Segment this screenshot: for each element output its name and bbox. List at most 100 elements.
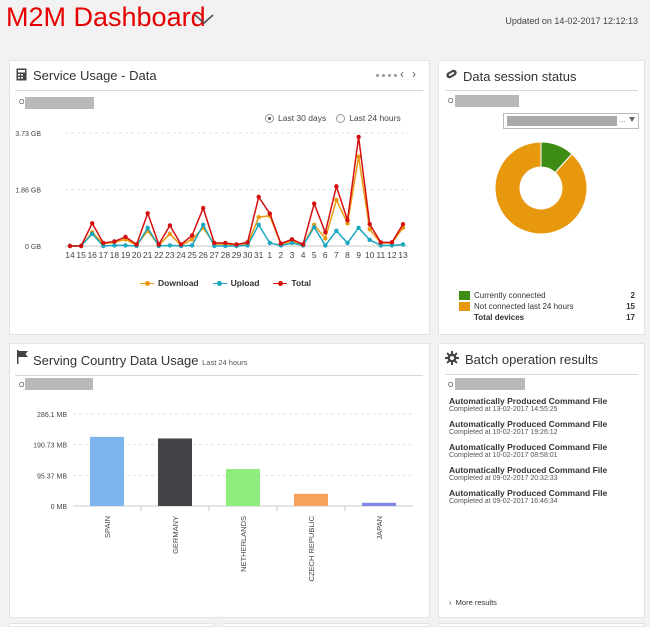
data-point-total[interactable] bbox=[223, 240, 228, 246]
data-point-upload[interactable] bbox=[212, 243, 217, 249]
chevron-right-icon: › bbox=[449, 598, 452, 607]
data-point-upload[interactable] bbox=[256, 222, 261, 227]
data-point-download[interactable] bbox=[256, 215, 261, 220]
data-point-total[interactable] bbox=[145, 211, 150, 216]
data-point-upload[interactable] bbox=[356, 225, 361, 231]
data-point-total[interactable] bbox=[356, 134, 361, 140]
data-point-upload[interactable] bbox=[223, 243, 228, 249]
legend-currently-connected[interactable]: Currently connected 2 bbox=[459, 290, 635, 301]
data-point-total[interactable] bbox=[278, 241, 284, 246]
pagination-dots[interactable] bbox=[376, 74, 397, 77]
list-item[interactable]: Automatically Produced Command File Comp… bbox=[449, 396, 608, 413]
data-point-upload[interactable] bbox=[378, 243, 383, 248]
x-tick-label: 27 bbox=[210, 250, 220, 260]
next-arrow-icon[interactable]: › bbox=[412, 67, 416, 81]
data-point-total[interactable] bbox=[289, 237, 295, 242]
data-point-total[interactable] bbox=[156, 242, 161, 247]
data-point-total[interactable] bbox=[212, 240, 217, 246]
data-point-upload[interactable] bbox=[400, 242, 406, 247]
data-point-upload[interactable] bbox=[90, 231, 95, 237]
data-session-legend: Currently connected 2 Not connected last… bbox=[459, 290, 635, 323]
data-point-total[interactable] bbox=[334, 184, 339, 189]
data-point-upload[interactable] bbox=[189, 243, 195, 248]
chevron-down-icon[interactable] bbox=[192, 6, 216, 30]
data-point-upload[interactable] bbox=[101, 243, 106, 249]
x-tick-label: 21 bbox=[143, 250, 153, 260]
data-point-total[interactable] bbox=[234, 242, 239, 247]
data-point-upload[interactable] bbox=[367, 237, 372, 243]
bar-czech-republic[interactable] bbox=[294, 493, 328, 506]
data-point-download[interactable] bbox=[356, 154, 361, 159]
legend-not-connected[interactable]: Not connected last 24 hours 15 bbox=[459, 301, 635, 312]
device-group-select[interactable]: ... bbox=[503, 113, 639, 129]
list-item[interactable]: Automatically Produced Command File Comp… bbox=[449, 442, 608, 459]
data-point-total[interactable] bbox=[67, 243, 73, 249]
bar-japan[interactable] bbox=[362, 502, 396, 506]
data-point-total[interactable] bbox=[78, 243, 84, 249]
data-point-upload[interactable] bbox=[167, 243, 173, 248]
data-point-total[interactable] bbox=[178, 242, 184, 247]
bar-spain[interactable] bbox=[90, 436, 124, 506]
radio-last-24-hours[interactable] bbox=[336, 113, 346, 123]
bar-netherlands[interactable] bbox=[226, 469, 260, 506]
x-tick-label: 25 bbox=[187, 250, 197, 260]
data-point-total[interactable] bbox=[378, 240, 383, 245]
data-point-total[interactable] bbox=[90, 221, 95, 226]
data-point-upload[interactable] bbox=[245, 243, 250, 248]
donut-slice[interactable] bbox=[494, 141, 588, 235]
data-point-download[interactable] bbox=[323, 236, 328, 241]
radio-last-30-days[interactable] bbox=[265, 113, 274, 123]
data-point-total[interactable] bbox=[367, 221, 372, 227]
data-point-total[interactable] bbox=[400, 221, 406, 227]
more-results-link[interactable]: › More results bbox=[449, 598, 497, 607]
y-tick-label: 3.73 GB bbox=[15, 131, 41, 138]
previous-arrow-icon[interactable]: ‹ bbox=[400, 67, 404, 81]
list-item[interactable]: Automatically Produced Command File Comp… bbox=[449, 419, 608, 436]
data-point-upload[interactable] bbox=[289, 240, 295, 246]
data-point-total[interactable] bbox=[345, 218, 350, 223]
bar-germany[interactable] bbox=[158, 438, 192, 506]
data-point-upload[interactable] bbox=[312, 225, 317, 230]
data-point-upload[interactable] bbox=[323, 243, 328, 248]
data-point-total[interactable] bbox=[201, 205, 206, 211]
legend-download[interactable]: Download bbox=[140, 278, 199, 288]
data-point-upload[interactable] bbox=[267, 240, 272, 246]
data-point-upload[interactable] bbox=[123, 243, 128, 248]
data-point-upload[interactable] bbox=[334, 228, 339, 234]
list-item[interactable]: Automatically Produced Command File Comp… bbox=[449, 465, 608, 482]
data-point-total[interactable] bbox=[134, 242, 139, 247]
data-point-upload[interactable] bbox=[112, 243, 117, 248]
radio-label-last-30-days: Last 30 days bbox=[278, 113, 327, 123]
data-point-download[interactable] bbox=[367, 227, 372, 232]
legend-total[interactable]: Total bbox=[273, 278, 311, 288]
data-point-total[interactable] bbox=[123, 234, 128, 240]
x-tick-label: GERMANY bbox=[171, 516, 180, 554]
data-point-upload[interactable] bbox=[389, 243, 395, 248]
page-title: M2M Dashboard bbox=[6, 2, 206, 32]
data-point-upload[interactable] bbox=[145, 225, 150, 231]
data-point-total[interactable] bbox=[245, 240, 250, 245]
data-point-total[interactable] bbox=[267, 211, 272, 216]
x-tick-label: 19 bbox=[121, 250, 131, 260]
data-point-total[interactable] bbox=[300, 242, 306, 247]
data-point-upload[interactable] bbox=[345, 240, 350, 246]
data-point-total[interactable] bbox=[256, 194, 261, 200]
list-item[interactable]: Automatically Produced Command File Comp… bbox=[449, 488, 608, 505]
data-point-total[interactable] bbox=[112, 239, 117, 244]
flag-icon bbox=[17, 350, 28, 364]
data-point-download[interactable] bbox=[334, 197, 339, 203]
data-point-total[interactable] bbox=[389, 240, 395, 245]
data-point-download[interactable] bbox=[345, 221, 350, 226]
data-point-total[interactable] bbox=[101, 240, 106, 246]
data-point-total[interactable] bbox=[323, 230, 328, 235]
updated-timestamp: Updated on 14-02-2017 12:12:13 bbox=[505, 16, 638, 26]
x-tick-label: 3 bbox=[290, 250, 295, 260]
data-point-download[interactable] bbox=[167, 231, 173, 237]
legend-upload[interactable]: Upload bbox=[212, 278, 259, 288]
data-point-download[interactable] bbox=[189, 237, 195, 242]
data-point-total[interactable] bbox=[167, 223, 173, 228]
data-point-total[interactable] bbox=[312, 201, 317, 206]
batch-results-list: Automatically Produced Command File Comp… bbox=[449, 396, 639, 511]
data-point-total[interactable] bbox=[189, 233, 195, 238]
data-point-upload[interactable] bbox=[201, 222, 206, 227]
